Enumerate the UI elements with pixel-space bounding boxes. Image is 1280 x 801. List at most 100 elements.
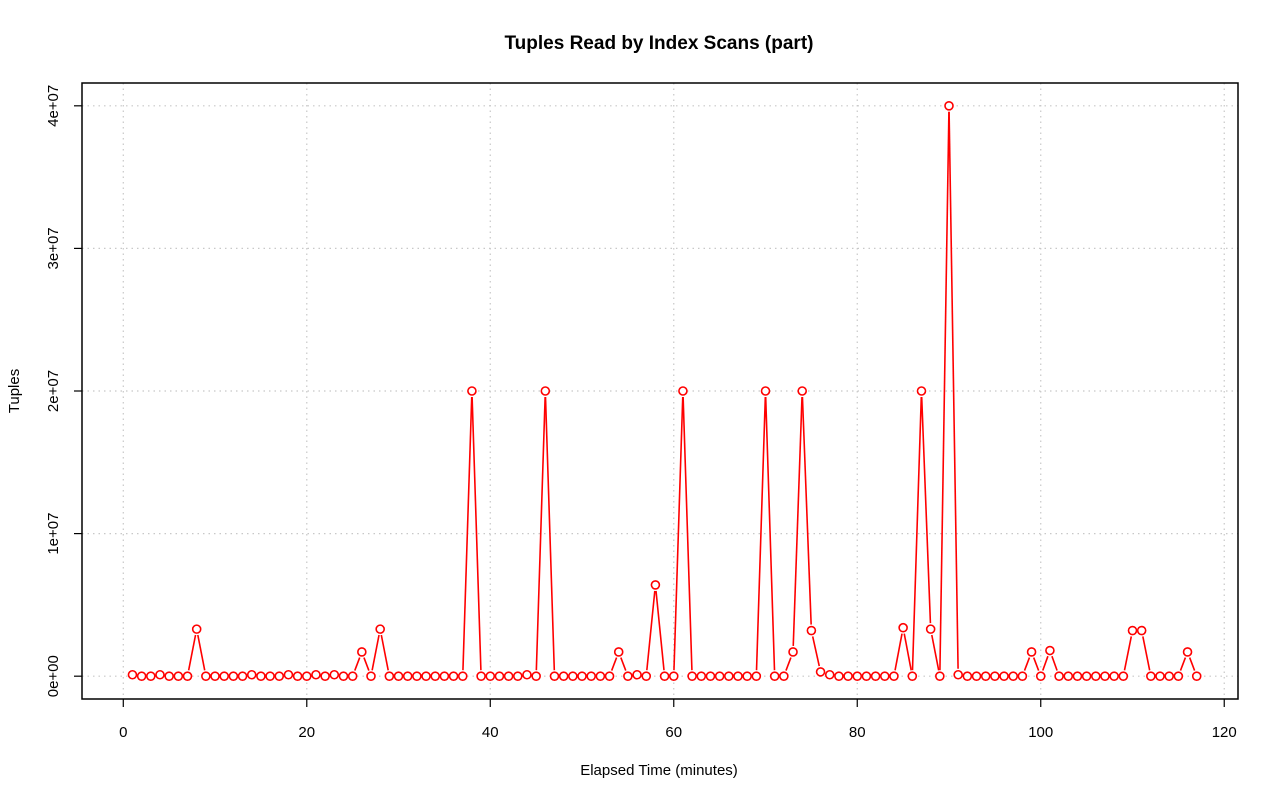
- data-point: [852, 671, 863, 681]
- data-point: [311, 669, 321, 680]
- data-point: [724, 671, 734, 681]
- data-point: [237, 671, 248, 681]
- data-point: [999, 671, 1009, 681]
- series-line-segment: [673, 396, 684, 671]
- data-point: [1072, 671, 1083, 681]
- series-line-segment: [544, 396, 556, 671]
- x-tick-label: 0: [119, 724, 127, 741]
- series-line-segment: [380, 634, 389, 671]
- data-point: [210, 671, 220, 681]
- data-point: [274, 671, 285, 681]
- data-point: [292, 671, 303, 681]
- data-point: [1155, 671, 1165, 681]
- data-point: [1136, 625, 1147, 636]
- series-line-segment: [1042, 655, 1049, 671]
- data-point: [164, 671, 174, 681]
- data-point: [329, 669, 340, 680]
- data-point: [586, 671, 596, 681]
- data-point: [907, 671, 918, 681]
- series-line-segment: [1032, 657, 1040, 671]
- data-point: [182, 671, 193, 681]
- data-point: [916, 386, 927, 396]
- series-line-segment: [1123, 636, 1133, 671]
- y-tick-label: 2e+07: [45, 370, 62, 412]
- data-point: [971, 671, 982, 681]
- x-tick-label: 80: [849, 724, 866, 741]
- data-point: [714, 671, 725, 681]
- data-point: [889, 671, 899, 681]
- series-line-segment: [948, 111, 959, 669]
- data-point: [843, 671, 853, 681]
- data-point: [430, 671, 441, 681]
- series-line-segment: [1051, 655, 1058, 671]
- data-point: [1109, 671, 1119, 681]
- data-point: [402, 671, 413, 681]
- data-point: [577, 671, 587, 681]
- data-point: [769, 671, 780, 681]
- data-point: [1164, 671, 1174, 681]
- data-point: [1045, 645, 1055, 656]
- data-point: [485, 671, 496, 681]
- series-line-segment: [801, 396, 812, 625]
- data-point: [687, 671, 697, 681]
- data-point: [742, 671, 752, 681]
- series-line-segment: [811, 636, 821, 667]
- data-point: [256, 671, 266, 681]
- data-point: [990, 671, 1000, 681]
- data-point: [448, 671, 459, 681]
- data-point: [1191, 671, 1202, 681]
- data-point: [815, 667, 826, 677]
- data-point: [219, 671, 230, 681]
- data-point: [824, 669, 835, 680]
- x-tick-label: 120: [1212, 724, 1237, 741]
- series-line-segment: [785, 657, 792, 671]
- data-point: [1026, 647, 1037, 657]
- series-line-segment: [931, 634, 940, 671]
- data-point: [595, 671, 606, 681]
- data-point: [1100, 671, 1110, 681]
- series-line-segment: [1179, 657, 1187, 671]
- y-tick-label: 4e+07: [45, 85, 62, 127]
- data-point: [1017, 671, 1028, 681]
- series-line-segment: [471, 396, 482, 671]
- series-line-segment: [462, 396, 473, 671]
- series-line-segment: [187, 634, 197, 671]
- series-line-segment: [655, 590, 665, 671]
- series-line-segment: [610, 657, 618, 671]
- data-point: [1127, 625, 1138, 636]
- data-point: [641, 671, 652, 681]
- series-line-segment: [197, 634, 206, 671]
- data-point: [1146, 671, 1156, 681]
- data-point: [980, 671, 991, 681]
- data-point: [1035, 671, 1046, 681]
- series-line-segment: [1142, 636, 1151, 671]
- chart-title: Tuples Read by Index Scans (part): [504, 33, 813, 54]
- series-line-segment: [535, 396, 546, 671]
- data-point: [760, 386, 771, 396]
- series-line-segment: [1023, 657, 1031, 671]
- data-point: [173, 671, 184, 681]
- series-line-segment: [354, 657, 361, 671]
- data-point: [1081, 671, 1092, 681]
- data-point: [705, 671, 716, 681]
- data-point: [613, 647, 624, 657]
- data-point: [283, 669, 294, 680]
- data-point: [522, 669, 532, 680]
- series-line-segment: [620, 657, 627, 671]
- series-line-segment: [371, 634, 380, 671]
- series-line-segment: [363, 657, 370, 671]
- data-point: [375, 624, 385, 634]
- data-point: [549, 671, 560, 681]
- data-point: [797, 386, 808, 396]
- data-point: [476, 671, 486, 681]
- series-line-segment: [755, 396, 767, 671]
- data-point: [870, 671, 881, 681]
- data-point: [806, 625, 817, 636]
- data-point: [668, 671, 679, 681]
- data-point: [1173, 671, 1184, 681]
- data-point: [503, 671, 514, 681]
- data-point: [366, 671, 376, 681]
- data-point: [779, 671, 789, 681]
- data-point: [935, 671, 945, 681]
- data-point: [733, 671, 743, 681]
